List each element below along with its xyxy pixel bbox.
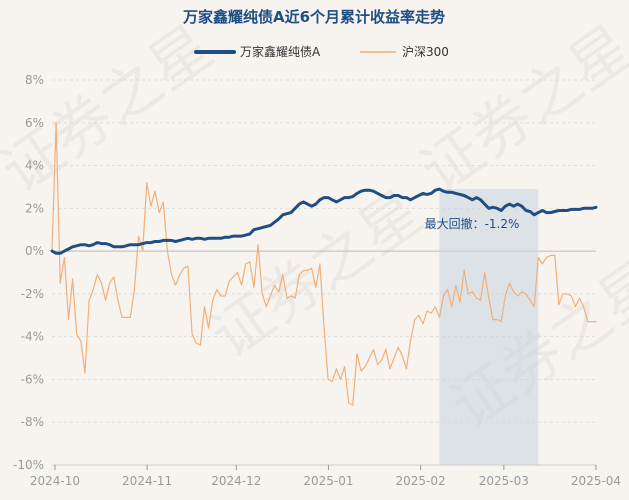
legend-label-index: 沪深300 [402,45,449,59]
x-tick-label: 2024-10 [30,474,80,488]
y-tick-label: -6% [21,372,44,386]
series-line-fund [50,187,598,255]
axes: 8% 6% 4% 2% 0% -2% -4% -6% -8% -10% 2024-10 2024-11… [13,73,621,488]
x-tick-label: 2025-04 [571,474,621,488]
y-tick-label: -8% [21,415,44,429]
x-tick-label: 2025-01 [303,474,353,488]
drawdown-region [439,189,539,466]
legend-label-fund: 万家鑫耀纯债A [240,44,321,59]
y-tick-label: 0% [25,244,44,258]
legend: 万家鑫耀纯债A 沪深300 [194,44,449,59]
y-tick-label: 4% [25,159,44,173]
y-tick-label: 8% [25,73,44,87]
x-tick-label: 2025-03 [479,474,529,488]
x-tick-label: 2025-02 [396,474,446,488]
drawdown-annotation: 最大回撤：-1.2% [425,216,520,231]
drawdown-shade [439,189,539,466]
watermark-text: 证券之星 [408,12,629,207]
series-line-index [51,122,597,406]
y-tick-label: 2% [25,201,44,215]
chart-title: 万家鑫耀纯债A近6个月累计收益率走势 [182,8,445,26]
y-tick-label: -2% [21,287,44,301]
watermark-text: 证券之星 [0,12,225,207]
x-tick-label: 2024-12 [211,474,261,488]
y-tick-label: -4% [21,330,44,344]
watermark-text: 证券之星 [198,177,435,372]
x-tick-label: 2024-11 [122,474,172,488]
series-layer [50,122,598,406]
y-tick-label: 6% [25,116,44,130]
y-tick-label: -10% [13,458,44,472]
